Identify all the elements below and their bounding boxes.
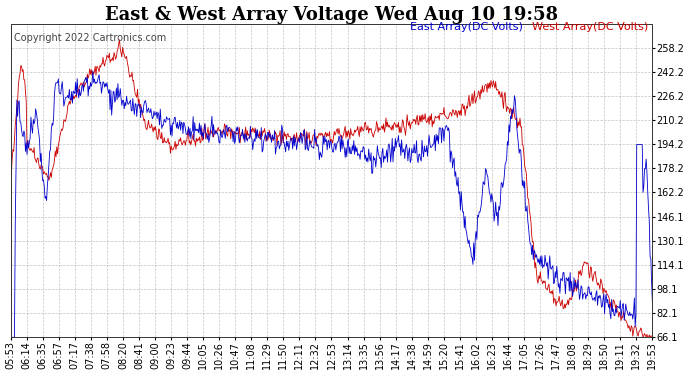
East Array(DC Volts) <box>425 133 433 138</box>
West Array(DC Volts) <box>160 135 168 140</box>
East Array(DC Volts) <box>160 117 168 122</box>
West Array(DC Volts) <box>639 335 647 339</box>
Legend: East Array(DC Volts), West Array(DC Volts): East Array(DC Volts), West Array(DC Volt… <box>406 18 653 36</box>
East Array(DC Volts) <box>649 300 657 305</box>
East Array(DC Volts) <box>282 139 290 143</box>
Line: East Array(DC Volts): East Array(DC Volts) <box>10 70 653 337</box>
West Array(DC Volts) <box>425 122 433 127</box>
West Array(DC Volts) <box>282 137 290 142</box>
West Array(DC Volts) <box>6 177 14 182</box>
East Array(DC Volts) <box>402 146 410 150</box>
Title: East & West Array Voltage Wed Aug 10 19:58: East & West Array Voltage Wed Aug 10 19:… <box>105 6 558 24</box>
West Array(DC Volts) <box>649 335 657 339</box>
West Array(DC Volts) <box>104 56 112 60</box>
East Array(DC Volts) <box>105 87 113 92</box>
East Array(DC Volts) <box>6 335 14 339</box>
Text: Copyright 2022 Cartronics.com: Copyright 2022 Cartronics.com <box>14 33 166 43</box>
West Array(DC Volts) <box>115 38 124 42</box>
West Array(DC Volts) <box>402 133 410 138</box>
East Array(DC Volts) <box>181 126 190 130</box>
Line: West Array(DC Volts): West Array(DC Volts) <box>10 40 653 337</box>
West Array(DC Volts) <box>181 143 190 148</box>
East Array(DC Volts) <box>89 68 97 73</box>
